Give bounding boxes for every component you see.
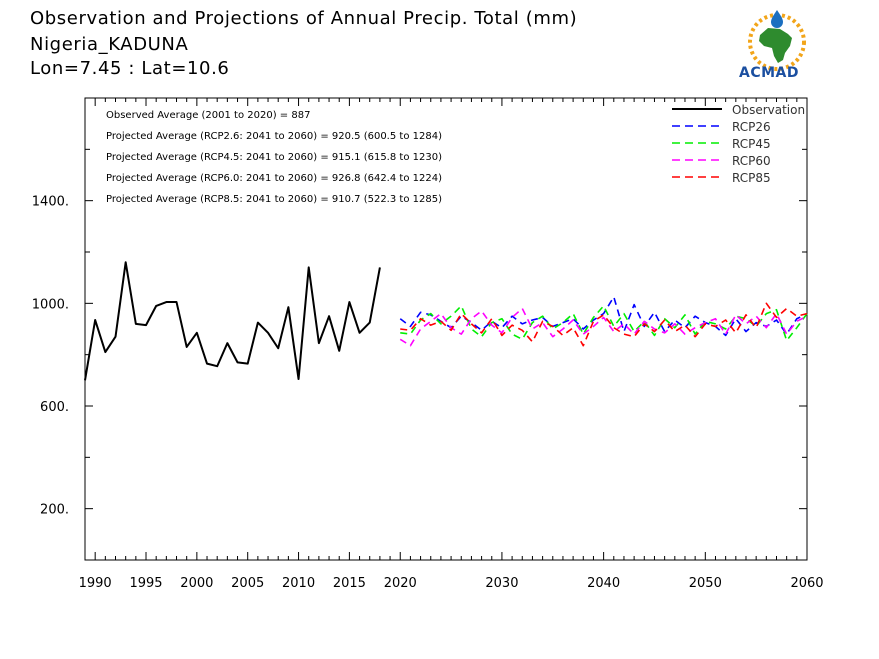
coordinates: Lon=7.45 : Lat=10.6: [30, 58, 230, 79]
series-observation-line: [84, 261, 381, 381]
legend-label-rcp85: RCP85: [732, 171, 771, 185]
x-tick-label: 2005: [231, 576, 264, 591]
x-tick-label: 1995: [129, 576, 162, 591]
series-rcp45-line: [400, 305, 808, 342]
x-tick-label: 2010: [282, 576, 315, 591]
x-tick-label: 2020: [384, 576, 417, 591]
legend-label-rcp60: RCP60: [732, 154, 771, 168]
x-tick-label: 2030: [485, 576, 518, 591]
x-tick-label: 2050: [689, 576, 722, 591]
x-tick-label: 2060: [790, 576, 823, 591]
stat-line: Projected Average (RCP2.6: 2041 to 2060)…: [106, 131, 442, 142]
legend-label-observation: Observation: [732, 103, 805, 117]
stat-line: Projected Average (RCP8.5: 2041 to 2060)…: [106, 194, 442, 205]
stat-line: Projected Average (RCP4.5: 2041 to 2060)…: [106, 152, 442, 163]
plot-frame: [84, 97, 808, 561]
y-tick-label: 1400.: [32, 195, 69, 210]
location-name: Nigeria_KADUNA: [30, 34, 189, 55]
stat-line: Observed Average (2001 to 2020) = 887: [106, 110, 310, 121]
series-rcp85-line: [400, 302, 808, 347]
x-tick-label: 2000: [180, 576, 213, 591]
y-tick-label: 1000.: [32, 297, 69, 312]
y-tick-label: 600.: [40, 400, 69, 415]
x-tick-label: 2040: [587, 576, 620, 591]
x-tick-label: 2015: [333, 576, 366, 591]
legend-label-rcp26: RCP26: [732, 120, 771, 134]
legend-label-rcp45: RCP45: [732, 137, 771, 151]
acmad-logo: [748, 10, 806, 71]
chart-title: Observation and Projections of Annual Pr…: [30, 8, 578, 29]
stat-line: Projected Average (RCP6.0: 2041 to 2060)…: [106, 173, 442, 184]
x-tick-label: 1990: [79, 576, 112, 591]
logo-text: ACMAD: [739, 65, 799, 81]
series-rcp60-line: [399, 307, 808, 347]
y-tick-label: 200.: [40, 503, 69, 518]
